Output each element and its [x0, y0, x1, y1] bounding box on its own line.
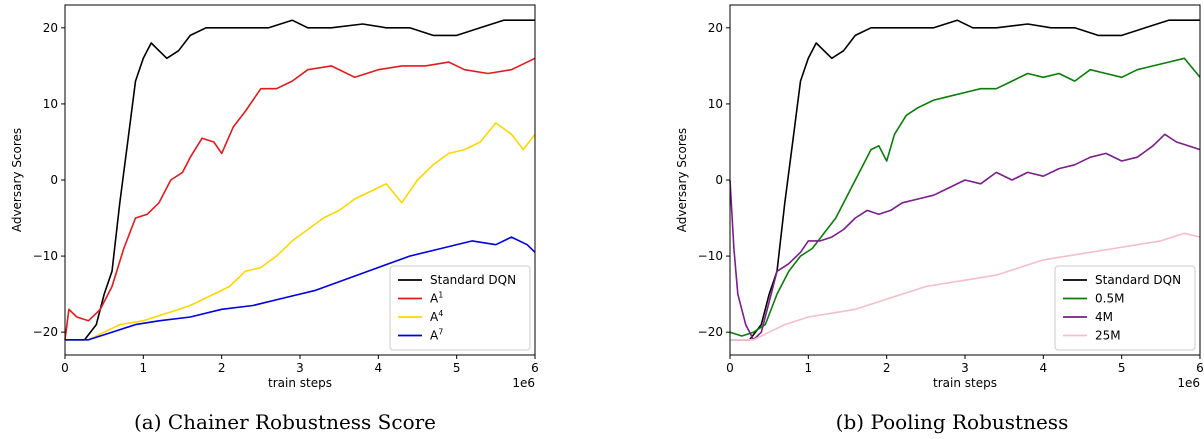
series-line-0-5m	[729, 57, 1201, 337]
y-tick-label: 0	[715, 173, 723, 187]
legend-box	[1054, 265, 1196, 351]
x-tick-label: 6	[1196, 361, 1204, 375]
x-tick-label: 5	[1118, 361, 1126, 375]
y-axis-label: Adversary Scores	[10, 128, 24, 232]
y-axis-label: Adversary Scores	[675, 128, 689, 232]
x-tick-label: 0	[726, 361, 734, 375]
x-tick-label: 5	[453, 361, 461, 375]
series-line-a1	[64, 57, 536, 340]
x-axis-multiplier: 1e6	[512, 376, 535, 390]
x-axis-multiplier: 1e6	[1177, 376, 1200, 390]
series-line-a7	[65, 236, 536, 341]
y-tick-label: −20	[698, 325, 723, 339]
y-tick-label: 0	[50, 173, 58, 187]
y-tick-label: 10	[708, 97, 723, 111]
legend-entry: 4M	[1095, 310, 1113, 324]
x-tick-label: 4	[1040, 361, 1048, 375]
chart-panel-2: 0 1 2 3 4 5 6 −20 −10 0 10 20 train steps Adversary S…	[675, 4, 1204, 434]
legend-box	[389, 265, 531, 351]
x-tick-label: 1	[805, 361, 813, 375]
series-line-standard-dqn	[730, 19, 1200, 341]
x-axis-label: train steps	[933, 376, 997, 390]
x-tick-label: 4	[375, 361, 383, 375]
figure-caption: (b) Pooling Robustness	[836, 410, 1069, 434]
legend-entry: Standard DQN	[430, 273, 516, 287]
legend-entry: 25M	[1095, 329, 1121, 343]
x-tick-label: 3	[961, 361, 969, 375]
legend-entry: Standard DQN	[1095, 273, 1181, 287]
y-tick-label: −10	[33, 249, 58, 263]
figure-caption: (a) Chainer Robustness Score	[134, 410, 436, 434]
x-tick-label: 3	[296, 361, 304, 375]
legend: Standard DQN 0.5M 4M 25M	[1054, 265, 1196, 351]
x-tick-label: 0	[61, 361, 69, 375]
x-axis-label: train steps	[268, 376, 332, 390]
y-tick-label: 20	[43, 21, 58, 35]
series-line-standard-dqn	[65, 19, 535, 341]
x-tick-label: 1	[140, 361, 148, 375]
series-line-25m	[730, 232, 1201, 341]
x-tick-label: 6	[531, 361, 539, 375]
y-tick-label: −20	[33, 325, 58, 339]
y-tick-label: 20	[708, 21, 723, 35]
series-line-4m	[729, 133, 1201, 341]
legend-entry: 0.5M	[1095, 292, 1124, 306]
x-tick-label: 2	[883, 361, 891, 375]
y-tick-label: −10	[698, 249, 723, 263]
series-line-a4	[65, 122, 536, 341]
y-tick-label: 10	[43, 97, 58, 111]
chart-panel-1: 0 1 2 3 4 5 6 −20 −10 0 10 20 train steps Adversary S…	[10, 4, 539, 434]
x-tick-label: 2	[218, 361, 226, 375]
